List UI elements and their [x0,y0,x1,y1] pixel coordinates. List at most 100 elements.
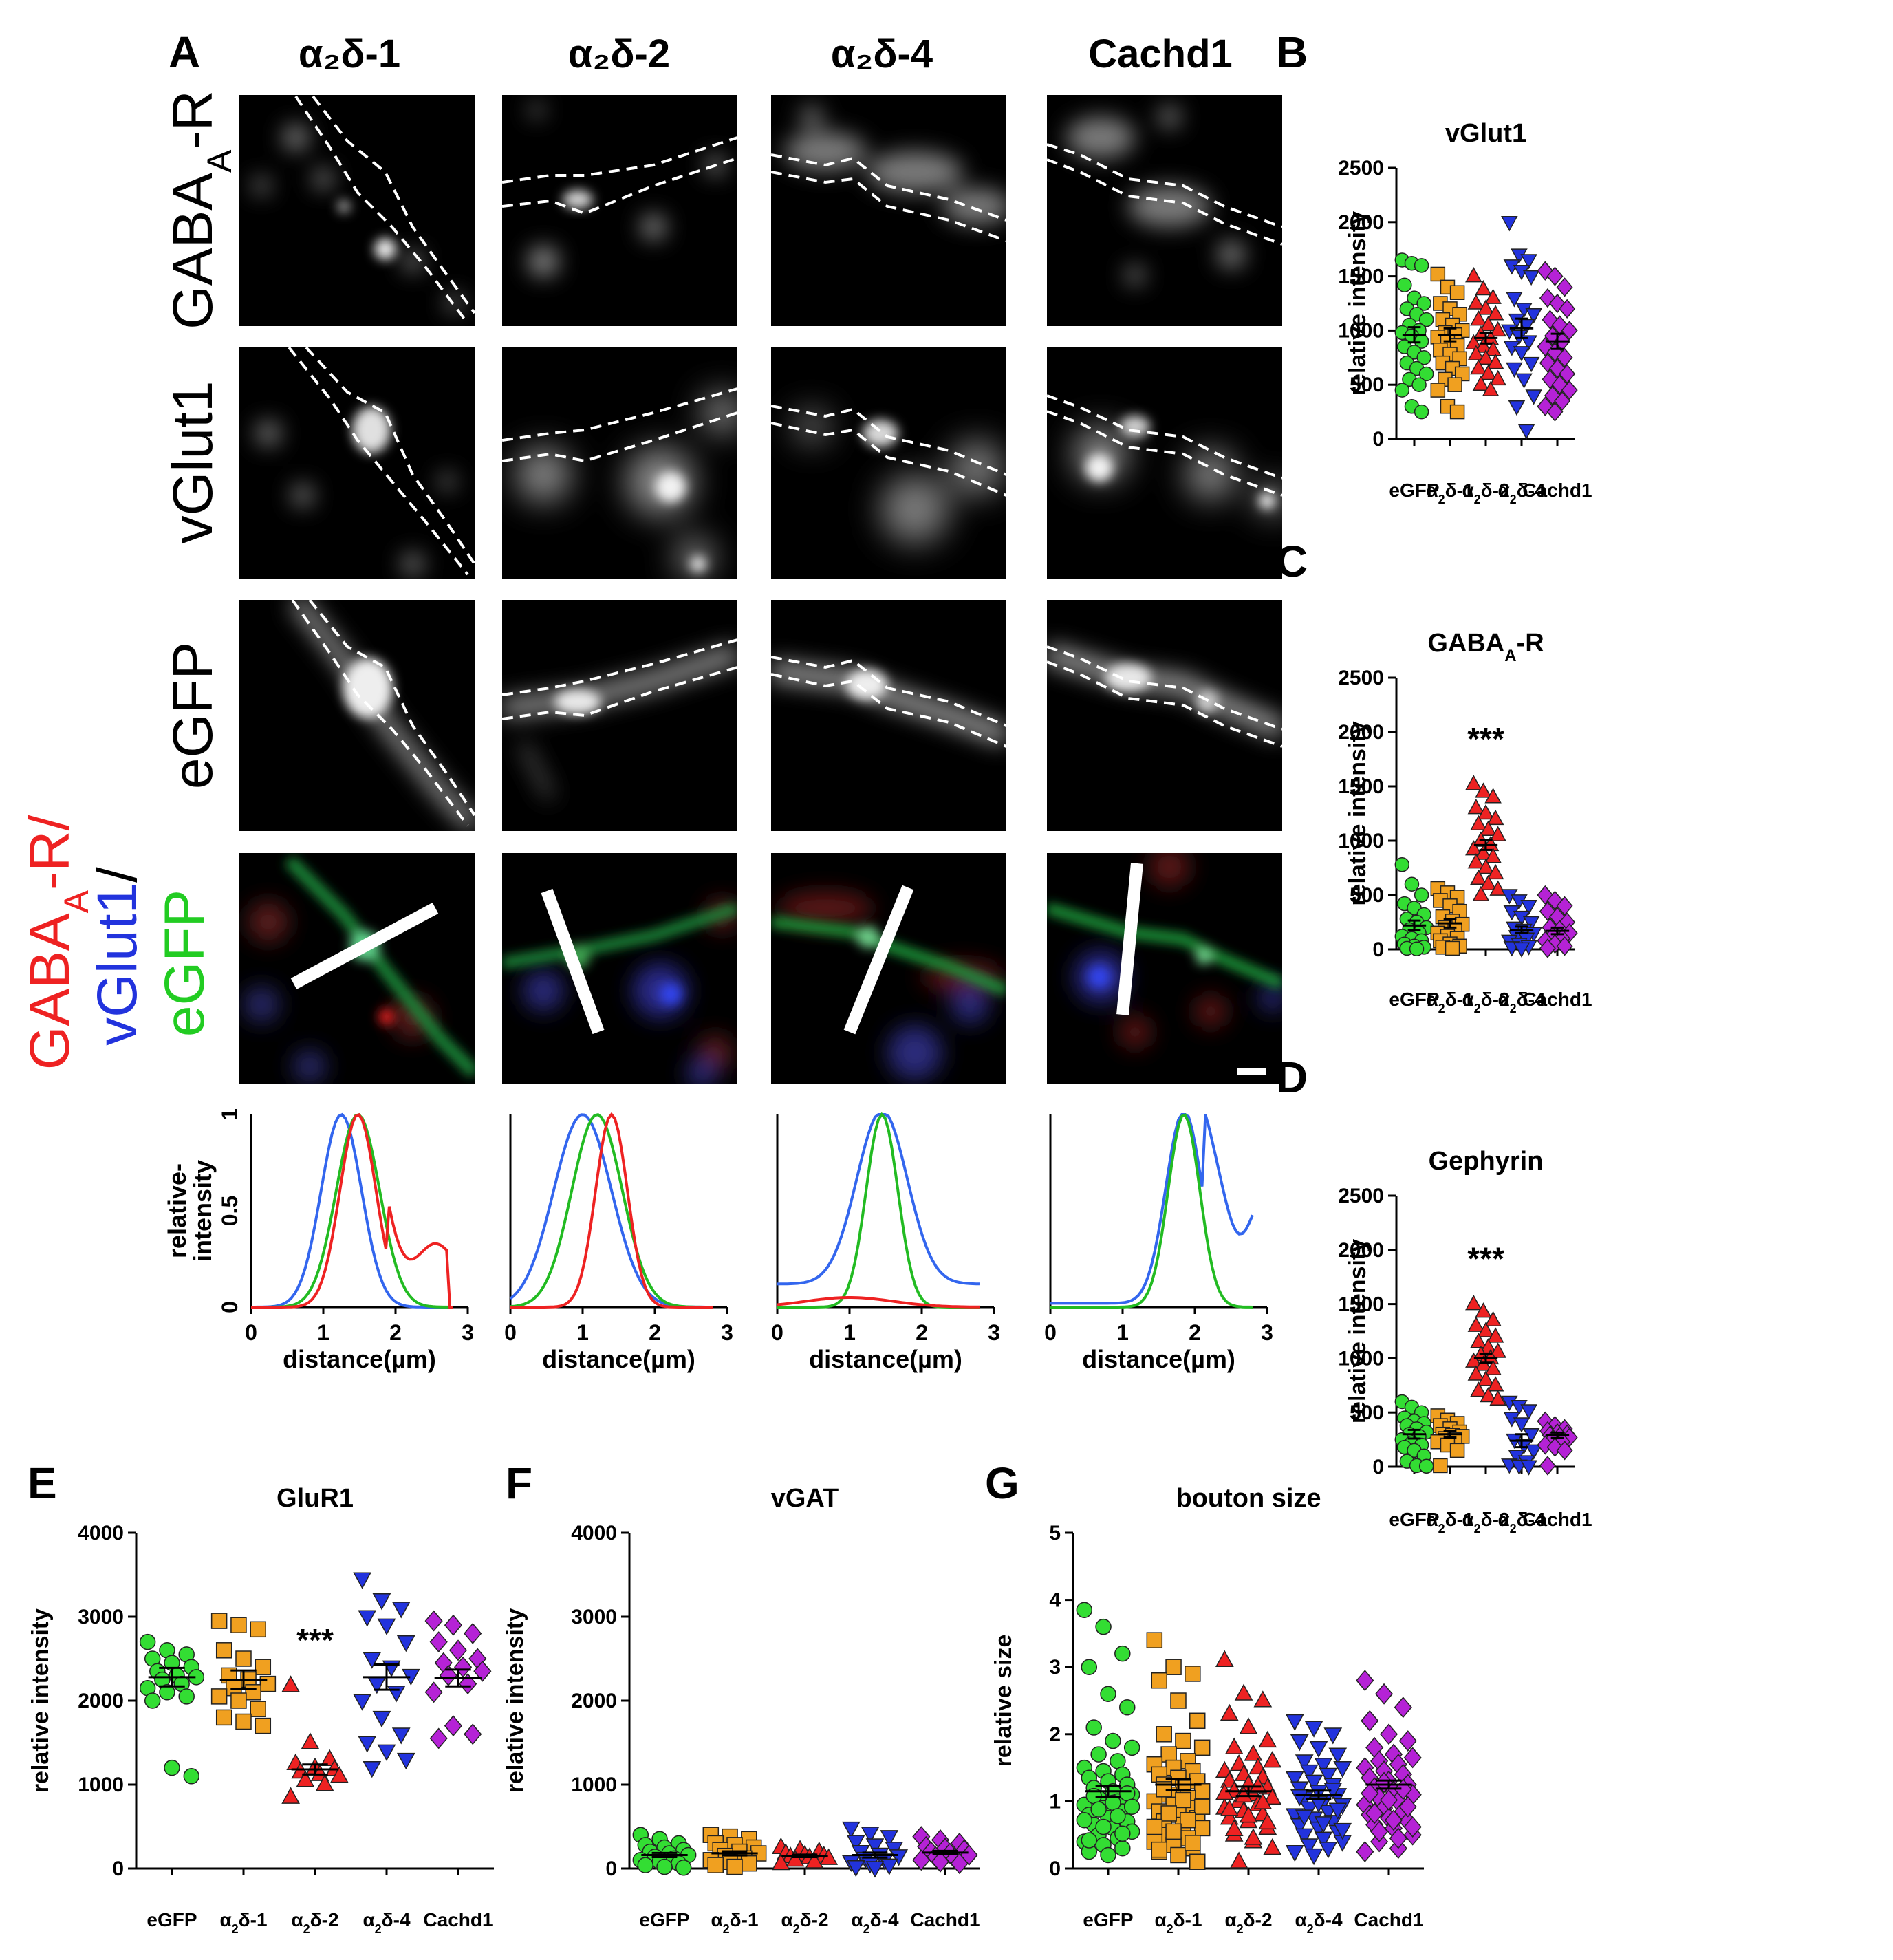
data-point [1356,1841,1374,1863]
row-label-gaba: GABAA-R [162,90,239,330]
y-axis-label: relative intensity [1345,1239,1371,1423]
data-point [1465,840,1482,856]
data-point [1416,296,1431,311]
data-point [1114,1645,1131,1662]
data-point [637,1857,654,1873]
data-point [1394,383,1410,398]
category-label: eGFP [1389,480,1439,501]
data-point [358,1610,377,1627]
data-point [1118,1699,1136,1716]
data-point [1556,347,1573,367]
data-point [210,1613,228,1629]
data-point [245,1684,261,1701]
profile-x-label: distance(µm) [1082,1345,1235,1373]
data-point [1480,820,1497,836]
data-point [1489,880,1506,896]
data-point [1304,1774,1323,1791]
profile-x-tick-label: 3 [721,1320,733,1345]
data-point [865,1838,885,1855]
data-point [1160,1746,1177,1763]
data-point [1470,815,1487,831]
y-tick-label: 1500 [1338,775,1384,798]
y-tick-label: 3000 [78,1606,124,1628]
profile-x-tick-label: 0 [1044,1320,1057,1345]
y-tick-label: 0 [1372,428,1384,451]
data-point [1394,857,1410,872]
data-point [1215,1650,1234,1667]
data-point [1489,321,1506,337]
profile-curve-vglut1 [1050,1113,1254,1305]
data-point [235,1713,252,1730]
data-point [1404,876,1420,892]
series-egfp [1076,1602,1140,1864]
data-point [1189,1712,1206,1730]
data-point [726,1858,743,1875]
category-label: α2δ-1 [1426,989,1473,1015]
data-point [861,1827,880,1844]
data-point [1414,887,1429,903]
data-point [741,1855,757,1872]
profile-x-tick-label: 2 [389,1320,402,1345]
data-point [255,1717,272,1734]
data-point [1465,267,1482,283]
data-point [1539,1456,1556,1476]
data-point [159,1684,175,1701]
data-point [1445,940,1460,956]
data-point [1433,1458,1448,1474]
data-point [1248,1776,1268,1794]
y-tick-label: 2000 [1338,721,1384,744]
column-title-cachd1: Cachd1 [1088,32,1233,76]
y-tick-label: 1000 [1338,1347,1384,1370]
data-point [1484,1359,1502,1375]
data-point [1546,266,1564,286]
data-point [865,1861,885,1878]
data-point [391,1727,411,1745]
scatter-chart-b: BvGlut105001000150020002500eGFPα2δ-1α2δ-… [1276,28,1592,506]
data-point [1520,900,1537,916]
data-point [1263,1751,1282,1768]
significance-label: *** [1467,721,1504,757]
data-point [358,1736,377,1753]
micrograph-vglut1-a2d2 [502,347,737,579]
scatter-chart-e: E GluR1 0 1000 2000 3000 4000 eGFP α2δ-1 α2δ-2 α2δ… [28,1458,494,1936]
y-tick-label: 2500 [1338,1185,1384,1207]
data-point [1486,305,1504,321]
profile-curve-gaba [510,1112,713,1309]
data-point [1090,1801,1107,1818]
category-label: α2δ-4 [1497,1509,1546,1536]
data-point [1090,1746,1107,1763]
data-point [1470,1333,1487,1348]
data-point [1319,1767,1338,1785]
data-point [1379,1789,1398,1811]
profile-x-tick-label: 0 [771,1320,783,1345]
series-a2d2 [281,1675,349,1804]
category-label: α2δ-4 [1295,1909,1343,1936]
data-point [1193,1820,1211,1837]
data-point [387,1686,406,1703]
data-point [1229,1851,1248,1869]
data-point [1299,1764,1319,1782]
data-point [396,1752,415,1770]
data-point [1224,1737,1244,1754]
data-point [1370,1820,1389,1842]
y-tick-label: 0 [1049,1857,1061,1880]
data-point [1123,1798,1140,1815]
line-profile-2: 0 1 2 3 distance(µm) [504,1112,733,1373]
data-point [1513,1417,1530,1433]
profile-y-tick-label: 1 [217,1108,242,1121]
data-point [444,1614,463,1636]
data-point [1394,1697,1412,1719]
data-point [1559,364,1576,384]
data-point [1123,1739,1140,1756]
data-point [1263,1787,1282,1805]
data-point [1185,1666,1201,1682]
data-point [391,1602,411,1619]
y-tick-label: 1000 [1338,830,1384,852]
data-point [296,1770,315,1787]
series-a2d4 [1501,216,1542,440]
data-point [1398,1796,1417,1818]
category-label: α2δ-4 [1497,480,1546,506]
data-point [1556,277,1573,297]
data-point [1470,359,1487,375]
data-point [1525,389,1542,405]
